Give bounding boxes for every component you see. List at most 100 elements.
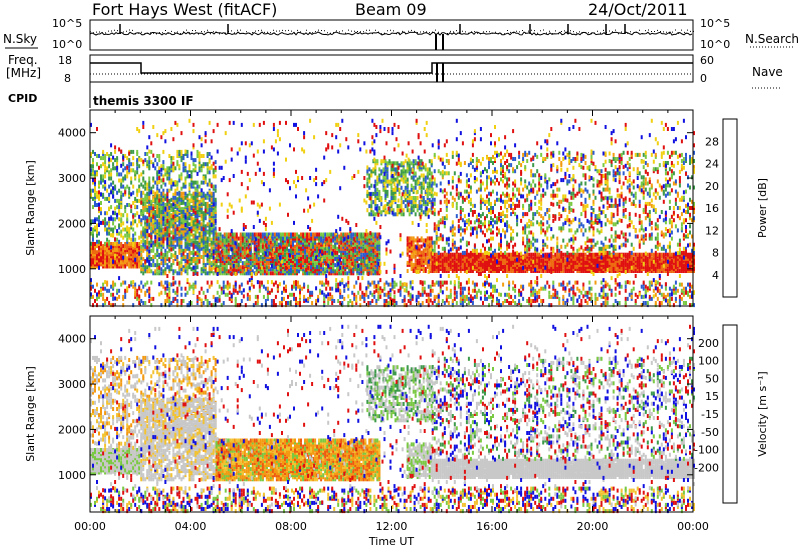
power-cell	[412, 262, 415, 267]
power-cell	[400, 171, 403, 176]
power-cell	[178, 222, 181, 227]
power-cell	[204, 212, 207, 217]
power-cell	[564, 252, 567, 257]
power-cell	[208, 180, 211, 185]
power-cell	[186, 193, 189, 198]
power-cell	[90, 264, 92, 269]
power-cell	[202, 261, 205, 266]
power-cell	[184, 259, 187, 263]
power-cell	[124, 252, 127, 257]
power-cell	[408, 260, 411, 265]
power-cell	[148, 188, 151, 193]
power-cell	[370, 200, 373, 205]
power-cell	[182, 235, 185, 240]
power-cell	[354, 250, 357, 255]
power-cell	[190, 238, 193, 243]
freq-label-line1: Freq.	[8, 53, 38, 67]
power-cell	[338, 236, 341, 241]
power-cell	[352, 252, 355, 257]
power-cell	[394, 167, 397, 172]
power-cell	[269, 240, 272, 245]
power-cell	[267, 240, 270, 245]
power-cell	[378, 167, 381, 172]
power-cell	[186, 174, 189, 179]
power-cell	[360, 244, 363, 249]
power-cell	[158, 195, 161, 200]
power-cell	[162, 166, 165, 171]
power-cell	[138, 178, 141, 183]
power-cell	[418, 175, 421, 180]
power-cell	[104, 154, 107, 158]
power-cell	[142, 170, 145, 175]
power-cell	[469, 258, 472, 263]
power-cell	[380, 159, 383, 164]
power-cell	[340, 261, 343, 266]
power-cell	[108, 192, 111, 197]
power-cell	[150, 269, 153, 274]
power-cell	[122, 244, 125, 249]
station-title: Fort Hays West (fitACF)	[92, 0, 278, 19]
power-cell	[406, 161, 409, 166]
power-cell	[158, 263, 161, 268]
power-cell	[428, 262, 431, 267]
power-cell	[398, 181, 401, 186]
nave-label: Nave	[752, 65, 783, 79]
power-cell	[172, 261, 175, 266]
power-cell	[298, 234, 300, 239]
power-cell	[384, 159, 387, 164]
power-cell	[108, 170, 111, 175]
power-cell	[206, 201, 209, 206]
nave-tick-high: 60	[700, 54, 714, 67]
power-cell	[214, 174, 217, 179]
power-cell	[94, 170, 96, 175]
power-cell	[194, 244, 197, 249]
power-cell	[180, 195, 183, 200]
power-cell	[374, 165, 377, 170]
power-cell	[148, 180, 151, 185]
freq-tick-high: 18	[58, 54, 72, 67]
power-cell	[475, 267, 478, 271]
power-cell	[376, 204, 379, 209]
power-cell	[300, 232, 302, 237]
power-cell	[178, 271, 181, 276]
power-cell	[200, 210, 203, 214]
power-cell	[132, 227, 135, 232]
power-cell	[552, 254, 555, 259]
power-cell	[182, 162, 185, 167]
power-cell	[422, 200, 425, 205]
power-cell	[308, 250, 311, 255]
power-cell	[586, 254, 589, 259]
power-cell	[644, 264, 647, 269]
power-cell	[160, 244, 163, 249]
power-cell	[212, 212, 215, 217]
power-cell	[198, 160, 201, 165]
power-cell	[144, 208, 147, 212]
power-cell	[186, 271, 189, 276]
power-cell	[102, 258, 105, 263]
power-cell	[170, 164, 173, 169]
power-cell	[386, 202, 389, 207]
power-cell	[312, 255, 315, 259]
power-cell	[660, 258, 663, 263]
power-cell	[410, 246, 413, 251]
power-cell	[92, 227, 94, 232]
power-cell	[253, 265, 256, 270]
power-cell	[322, 232, 325, 237]
power-cell	[332, 261, 335, 266]
power-cell	[312, 269, 315, 274]
power-cell	[150, 263, 153, 268]
power-cell	[502, 264, 504, 269]
power-cell	[120, 242, 123, 246]
power-cell	[92, 235, 94, 240]
power-cell	[239, 269, 242, 274]
power-cell	[210, 252, 213, 257]
power-cell	[166, 170, 169, 175]
power-cell	[152, 244, 155, 249]
power-cell	[94, 172, 96, 177]
power-cell	[424, 175, 427, 180]
power-cell	[292, 232, 294, 237]
power-cell	[279, 232, 282, 237]
power-cell	[146, 160, 149, 165]
power-cell	[548, 264, 551, 269]
power-cell	[132, 258, 135, 263]
